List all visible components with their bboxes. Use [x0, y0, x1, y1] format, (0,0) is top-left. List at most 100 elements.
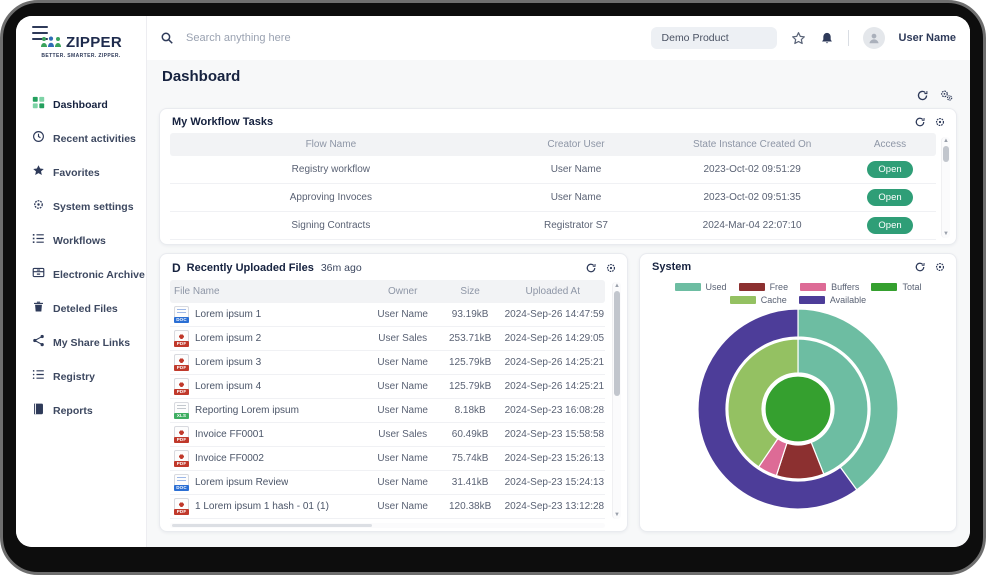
legend-item-available[interactable]: Available [798, 295, 867, 305]
file-type-pdf-icon: PDF [174, 450, 189, 467]
files-refresh-icon[interactable] [585, 262, 597, 274]
sidebar-item-system-settings[interactable]: System settings [16, 190, 146, 224]
legend-item-total[interactable]: Total [871, 282, 921, 292]
table-cell: User Name [377, 405, 428, 416]
sidebar-item-dashboard[interactable]: Dashboard [16, 88, 146, 122]
sunburst-segment-outer-used[interactable] [797, 308, 899, 491]
legend-item-used[interactable]: Used [674, 282, 727, 292]
workflow-table-row[interactable]: Approving Invoces User Name 2023-Oct-02 09… [170, 184, 936, 212]
legend-item-buffers[interactable]: Buffers [800, 282, 859, 292]
sunburst-segment-center-total[interactable] [764, 375, 832, 443]
search-input[interactable] [184, 31, 428, 45]
avatar[interactable] [862, 27, 885, 49]
table-cell: Signing Contracts [291, 220, 371, 231]
file-name[interactable]: Invoice FF0001 [195, 429, 264, 440]
sunburst-segment-middle-cache[interactable] [727, 338, 799, 468]
topbar-divider [847, 30, 849, 46]
file-row[interactable]: PDF Invoice FF0001 User Sales 60.49kB 2024-S… [170, 423, 605, 447]
file-row[interactable]: PDF Invoice FF0002 User Name 75.74kB 2024-Se… [170, 447, 605, 471]
legend-item-cache[interactable]: Cache [729, 295, 787, 305]
file-name[interactable]: Lorem ipsum 4 [195, 381, 262, 392]
workflow-scrollbar[interactable]: ▲ ▼ [941, 137, 950, 238]
file-name-cell: PDF 1 Lorem ipsum 1 hash - 01 (1) [170, 498, 366, 515]
files-settings-gear-icon[interactable] [605, 262, 617, 274]
file-name[interactable]: Invoice FF0002 [195, 453, 264, 464]
file-name[interactable]: Lorem ipsum 3 [195, 357, 262, 368]
sunburst-segment-outer-available[interactable] [697, 308, 858, 510]
file-row[interactable]: PDF 1 Lorem ipsum 1 hash - 01 (1) User Nam… [170, 495, 605, 519]
files-hscrollbar[interactable] [170, 523, 605, 528]
sidebar-item-favorites[interactable]: Favorites [16, 156, 146, 190]
open-button[interactable]: Open [867, 189, 913, 206]
legend-item-free[interactable]: Free [738, 282, 788, 292]
table-cell: 2024-Sep-26 14:25:21 [504, 381, 605, 392]
page-refresh-icon[interactable] [916, 89, 929, 102]
bell-icon[interactable] [820, 31, 834, 46]
workflow-table-row[interactable]: Registry workflow User Name 2023-Oct-02 09… [170, 156, 936, 184]
sidebar-item-my-share-links[interactable]: My Share Links [16, 326, 146, 360]
file-row[interactable]: PDF Lorem ipsum 4 User Name 125.79kB 2024-Se… [170, 375, 605, 399]
file-name-cell: PDF Lorem ipsum 2 [170, 330, 366, 347]
file-name[interactable]: 1 Lorem ipsum 1 hash - 01 (1) [195, 501, 329, 512]
system-refresh-icon[interactable] [914, 261, 926, 273]
file-row[interactable]: DOC Lorem ipsum Review User Name 31.41kB 202… [170, 471, 605, 495]
user-name[interactable]: User Name [898, 32, 956, 44]
sidebar-item-label: Registry [53, 371, 96, 383]
sidebar-item-workflows[interactable]: Workflows [16, 224, 146, 258]
table-cell: User Sales [378, 333, 428, 344]
sidebar-item-label: Recent activities [53, 133, 136, 145]
sidebar-item-recent-activities[interactable]: Recent activities [16, 122, 146, 156]
sidebar-item-deteled-files[interactable]: Deteled Files [16, 292, 146, 326]
file-name[interactable]: Lorem ipsum 1 [195, 309, 262, 320]
legend-swatch [729, 296, 756, 304]
file-row[interactable]: DOC Lorem ipsum 1 User Name 93.19kB 2024-Sep… [170, 303, 605, 327]
file-name[interactable]: Lorem ipsum 2 [195, 333, 262, 344]
sidebar-item-electronic-archive[interactable]: Electronic Archive [16, 258, 146, 292]
search-icon[interactable] [160, 31, 174, 45]
legend-label: Available [829, 295, 867, 305]
product-selector[interactable]: Demo Product [650, 27, 777, 49]
table-cell: Approving Invoces [289, 192, 372, 203]
table-cell: 2024-Sep-26 14:25:21 [504, 357, 605, 368]
brand-tagline: BETTER. SMARTER. ZIPPER. [41, 53, 121, 59]
table-cell: User Name [377, 309, 428, 320]
system-card-title: System [652, 261, 692, 273]
table-cell: User Name [377, 501, 428, 512]
sunburst-segment-middle-used[interactable] [797, 338, 869, 475]
system-settings-gear-icon[interactable] [934, 261, 946, 273]
file-name[interactable]: Lorem ipsum Review [195, 477, 289, 488]
sidebar-item-registry[interactable]: Registry [16, 360, 146, 394]
file-name-cell: PDF Invoice FF0002 [170, 450, 366, 467]
file-row[interactable]: PDF Lorem ipsum 2 User Sales 253.71kB 2024-S… [170, 327, 605, 351]
page-services-gears-icon[interactable] [939, 89, 954, 102]
open-button[interactable]: Open [867, 217, 913, 234]
sidebar-item-reports[interactable]: Reports [16, 394, 146, 428]
sidebar-item-label: My Share Links [53, 337, 131, 349]
file-row[interactable]: XLS Reporting Lorem ipsum User Name 8.18kB 2… [170, 399, 605, 423]
table-cell: User Name [550, 164, 602, 175]
file-name[interactable]: Reporting Lorem ipsum [195, 405, 299, 416]
system-sunburst-chart[interactable] [696, 307, 900, 511]
table-cell: 60.49kB [451, 429, 489, 440]
star-icon [32, 164, 45, 182]
sidebar-nav: Dashboard Recent activities Favorites Syste… [16, 88, 146, 428]
open-button[interactable]: Open [867, 161, 913, 178]
sidebar-item-label: Electronic Archive [53, 269, 145, 281]
workflow-refresh-icon[interactable] [914, 116, 926, 128]
legend-swatch [738, 283, 765, 291]
files-scrollbar[interactable]: ▲ ▼ [612, 282, 621, 519]
table-cell: 253.71kB [449, 333, 492, 344]
favorite-star-icon[interactable] [791, 31, 806, 46]
files-table-header: File Name Owner Size Uploaded At [170, 280, 605, 303]
brand-logo[interactable]: ZIPPER BETTER. SMARTER. ZIPPER. [16, 34, 146, 59]
hamburger-menu-icon[interactable] [32, 26, 48, 40]
workflow-settings-gear-icon[interactable] [934, 116, 946, 128]
sidebar-item-label: Dashboard [53, 99, 108, 111]
table-cell: 125.79kB [449, 357, 492, 368]
legend-label: Buffers [831, 282, 860, 292]
file-row[interactable]: PDF Lorem ipsum 3 User Name 125.79kB 2024-Se… [170, 351, 605, 375]
workflow-table-row[interactable]: Signing Contracts Registrator S7 2024-Mar-… [170, 212, 936, 240]
file-type-pdf-icon: PDF [174, 426, 189, 443]
table-cell: 2024-Sep-23 15:26:13 [504, 453, 605, 464]
trash-icon [32, 300, 45, 318]
